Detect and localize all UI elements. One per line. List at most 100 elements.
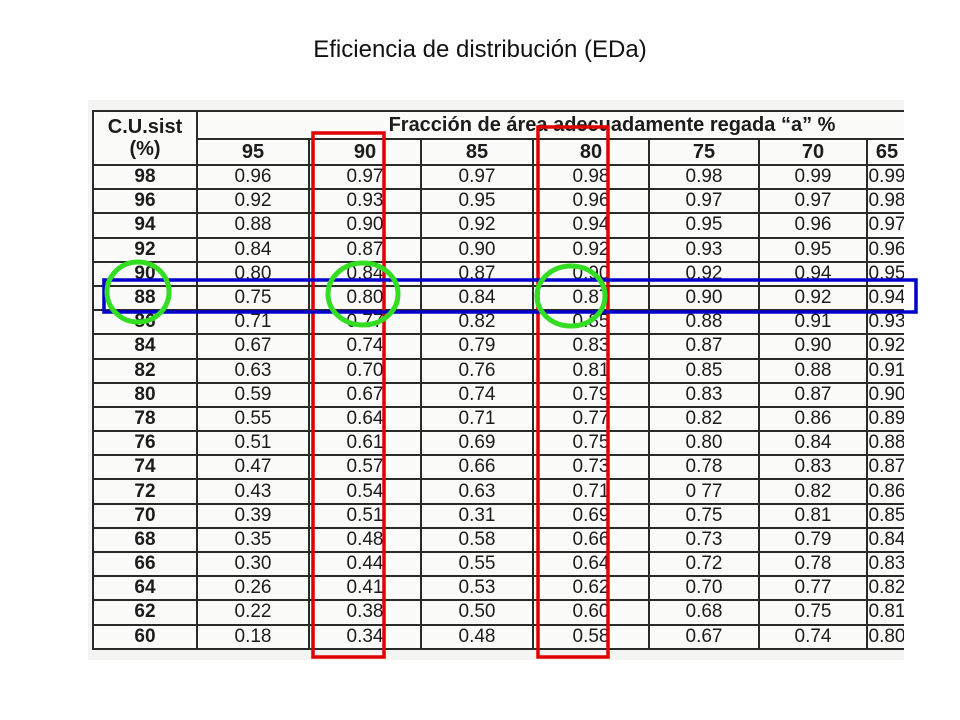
column-header-85: 85 (420, 138, 534, 166)
cu-value-cell: 96 (92, 188, 198, 215)
efficiency-cell: 0.51 (308, 502, 422, 529)
cu-value-cell: 60 (92, 623, 198, 650)
cu-value-cell: 88 (92, 284, 198, 312)
efficiency-cell: 0.75 (758, 599, 868, 626)
efficiency-cell: 0.73 (532, 454, 650, 481)
table-row: 62 0.22 0.38 0.50 0.60 0.68 0.75 0.81 (92, 599, 910, 626)
efficiency-cell: 0.58 (420, 526, 534, 554)
table-row: 72 0.43 0.54 0.63 0.71 0 77 0.82 0.86 (92, 478, 910, 505)
efficiency-cell: 0.95 (866, 260, 908, 287)
table-row: 76 0.51 0.61 0.69 0.75 0.80 0.84 0.88 (92, 430, 910, 457)
column-header-80: 80 (532, 138, 650, 166)
efficiency-cell: 0.97 (758, 188, 868, 215)
efficiency-cell: 0.96 (866, 236, 908, 263)
efficiency-cell: 0.57 (308, 454, 422, 481)
efficiency-cell: 0.92 (758, 284, 868, 312)
efficiency-cell: 0.80 (866, 623, 908, 650)
efficiency-cell: 0.43 (196, 478, 310, 505)
efficiency-cell: 0.60 (532, 599, 650, 626)
efficiency-cell: 0.71 (196, 309, 310, 336)
efficiency-cell: 0.82 (758, 478, 868, 505)
efficiency-cell: 0.84 (420, 284, 534, 312)
efficiency-cell: 0.91 (866, 357, 908, 384)
efficiency-cell: 0.67 (196, 333, 310, 360)
slide-title: Eficiencia de distribución (EDa) (313, 36, 647, 63)
efficiency-cell: 0.88 (758, 357, 868, 384)
cu-value-cell: 80 (92, 381, 198, 408)
table-row: 80 0.59 0.67 0.74 0.79 0.83 0.87 0.90 (92, 381, 910, 408)
efficiency-cell: 0.71 (532, 478, 650, 505)
efficiency-cell: 0.92 (648, 260, 760, 287)
efficiency-cell: 0.51 (196, 430, 310, 457)
table-row: 70 0.39 0.51 0.31 0.69 0.75 0.81 0.85 (92, 502, 910, 529)
efficiency-cell: 0.74 (420, 381, 534, 408)
efficiency-cell: 0.75 (196, 284, 310, 312)
efficiency-cell: 0.81 (866, 599, 908, 626)
efficiency-cell: 0.87 (420, 260, 534, 287)
efficiency-cell: 0.75 (648, 502, 760, 529)
efficiency-cell: 0.87 (308, 236, 422, 263)
cu-header-line2: (%) (129, 138, 161, 160)
efficiency-cell: 0.76 (420, 357, 534, 384)
efficiency-cell: 0.22 (196, 599, 310, 626)
efficiency-cell: 0.35 (196, 526, 310, 554)
efficiency-cell: 0.97 (648, 188, 760, 215)
table-row: 84 0.67 0.74 0.79 0.83 0.87 0.90 0.92 (92, 333, 910, 360)
cropped-edge (904, 100, 960, 660)
cu-value-cell: 84 (92, 333, 198, 360)
efficiency-cell: 0.79 (758, 526, 868, 554)
table-row: 68 0.35 0.48 0.58 0.66 0.73 0.79 0.84 (92, 526, 910, 554)
efficiency-cell: 0.85 (532, 309, 650, 336)
efficiency-cell: 0.79 (420, 333, 534, 360)
efficiency-cell: 0.53 (420, 575, 534, 602)
column-header-65: 65 (866, 138, 908, 166)
efficiency-cell: 0.55 (420, 550, 534, 578)
table-row: 82 0.63 0.70 0.76 0.81 0.85 0.88 0.91 (92, 357, 910, 384)
efficiency-cell: 0.68 (648, 599, 760, 626)
efficiency-cell: 0.80 (196, 260, 310, 287)
efficiency-cell: 0.63 (196, 357, 310, 384)
cu-value-cell: 86 (92, 309, 198, 336)
table-row: 94 0.88 0.90 0.92 0.94 0.95 0.96 0.97 (92, 212, 910, 239)
efficiency-cell: 0.95 (420, 188, 534, 215)
table-row: 98 0.96 0.97 0.97 0.98 0.98 0.99 0.99 (92, 163, 910, 191)
efficiency-cell: 0.62 (532, 575, 650, 602)
efficiency-cell: 0.59 (196, 381, 310, 408)
efficiency-cell: 0.94 (758, 260, 868, 287)
efficiency-cell: 0.69 (420, 430, 534, 457)
efficiency-cell: 0.97 (308, 163, 422, 191)
efficiency-cell: 0.86 (866, 478, 908, 505)
cu-value-cell: 70 (92, 502, 198, 529)
efficiency-cell: 0.90 (420, 236, 534, 263)
table-row: 78 0.55 0.64 0.71 0.77 0.82 0.86 0.89 (92, 405, 910, 433)
efficiency-cell: 0.92 (196, 188, 310, 215)
cu-value-cell: 98 (92, 163, 198, 191)
efficiency-cell: 0.96 (758, 212, 868, 239)
efficiency-cell: 0.64 (532, 550, 650, 578)
table-row: 64 0.26 0.41 0.53 0.62 0.70 0.77 0.82 (92, 575, 910, 602)
efficiency-cell: 0.77 (758, 575, 868, 602)
table-row: 88 0.75 0.80 0.84 0.87 0.90 0.92 0.94 (92, 284, 910, 312)
efficiency-cell: 0.83 (648, 381, 760, 408)
cu-value-cell: 94 (92, 212, 198, 239)
cu-header-cell: C.U.sist (%) (92, 110, 198, 166)
efficiency-cell: 0.98 (648, 163, 760, 191)
efficiency-cell: 0.30 (196, 550, 310, 578)
efficiency-cell: 0.90 (648, 284, 760, 312)
efficiency-cell: 0.73 (648, 526, 760, 554)
efficiency-cell: 0.94 (866, 284, 908, 312)
efficiency-cell: 0.41 (308, 575, 422, 602)
efficiency-cell: 0.81 (532, 357, 650, 384)
efficiency-cell: 0.84 (196, 236, 310, 263)
efficiency-cell: 0.74 (308, 333, 422, 360)
efficiency-cell: 0.54 (308, 478, 422, 505)
efficiency-cell: 0.83 (532, 333, 650, 360)
efficiency-cell: 0.89 (866, 405, 908, 433)
efficiency-cell: 0.70 (648, 575, 760, 602)
table-body: 98 0.96 0.97 0.97 0.98 0.98 0.99 0.99 96 0.92 0.93… (92, 163, 910, 650)
efficiency-cell: 0.90 (866, 381, 908, 408)
table-row: 92 0.84 0.87 0.90 0.92 0.93 0.95 0.96 (92, 236, 910, 263)
efficiency-cell: 0.79 (532, 381, 650, 408)
efficiency-cell: 0.97 (866, 212, 908, 239)
efficiency-cell: 0.77 (308, 309, 422, 336)
